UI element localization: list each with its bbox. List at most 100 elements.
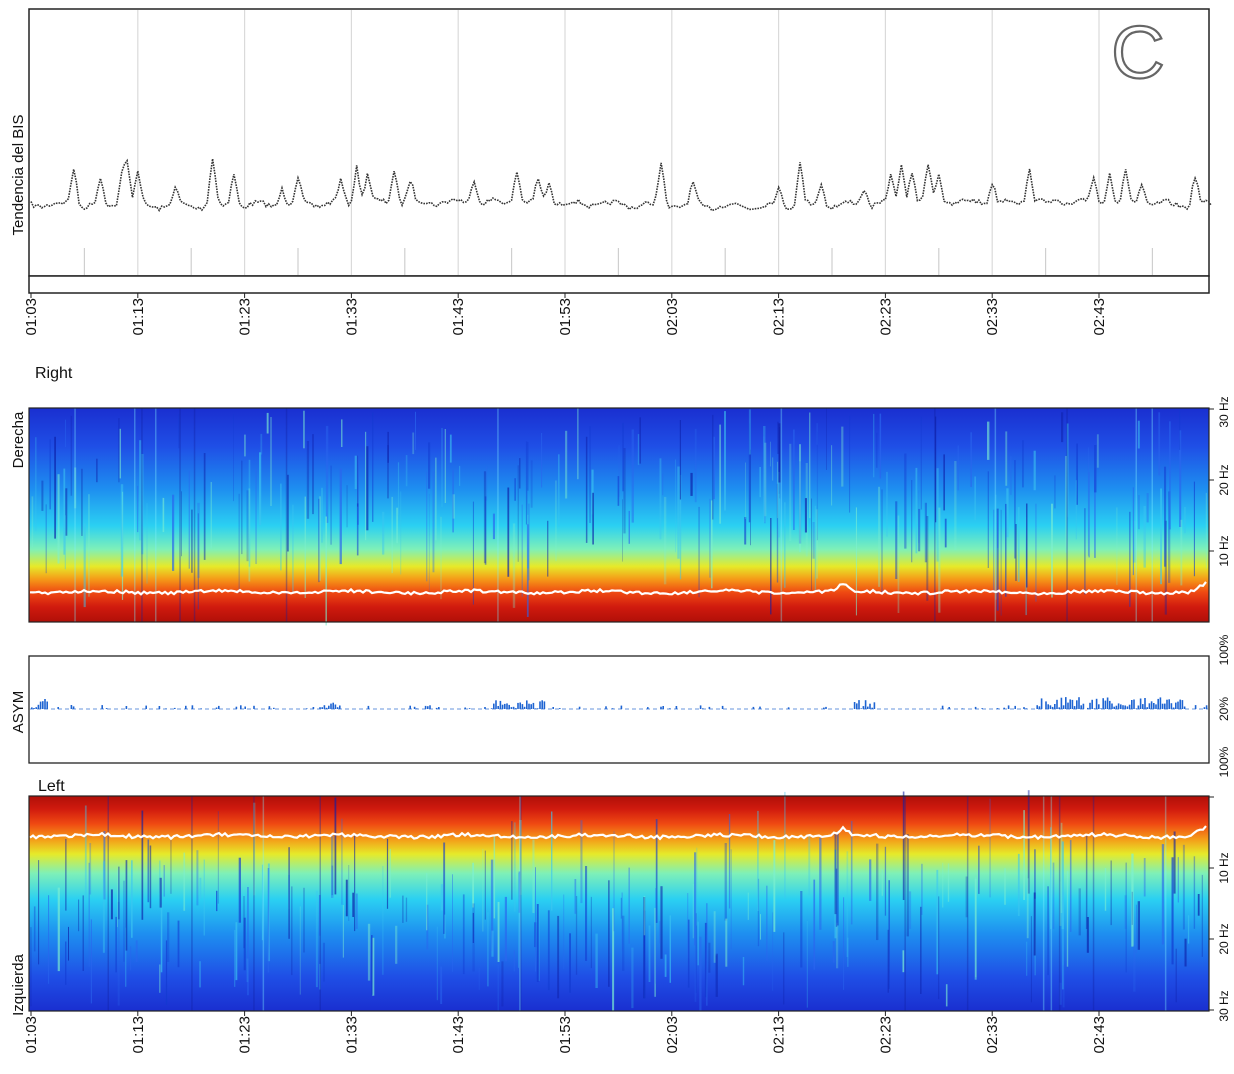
asymmetry-bar (1179, 699, 1181, 709)
spectrogram-streak (816, 423, 818, 445)
asymmetry-bar (1155, 704, 1157, 709)
spectrogram-streak (1094, 468, 1096, 558)
asymmetry-bar (1023, 707, 1025, 709)
left-spectrogram-panel: Left Izquierda 10 Hz 20 Hz 30 Hz 01:03 01… (10, 778, 1231, 1054)
spectrogram-streak (957, 445, 959, 491)
spectrogram-streak (763, 436, 765, 475)
spectrogram-streak (944, 518, 947, 548)
asymmetry-bar (512, 706, 515, 709)
spectrogram-streak (246, 490, 249, 562)
spectrogram-streak (484, 850, 486, 920)
spectrogram-streak (996, 508, 999, 611)
right-y-axis-label: Derecha (10, 411, 27, 468)
spectrogram-artifact (141, 408, 143, 622)
spectrogram-streak (538, 906, 540, 981)
spectrogram-streak (748, 423, 751, 523)
asymmetry-bar (39, 701, 42, 709)
spectrogram-streak (312, 434, 314, 515)
asymmetry-bar (1183, 706, 1186, 709)
asymmetry-bar (501, 704, 504, 709)
spectrogram-artifact (934, 408, 936, 622)
asymmetry-bar (519, 702, 521, 709)
asymmetry-bar (235, 706, 238, 709)
spectrogram-streak (709, 498, 711, 578)
spectrogram-streak (622, 499, 623, 562)
asymmetry-bar (464, 707, 466, 709)
spectrogram-streak (472, 903, 475, 972)
spectrogram-streak (270, 417, 272, 506)
spectrogram-streak (521, 504, 523, 597)
spectrogram-streak (117, 901, 120, 1006)
spectrogram-streak (405, 897, 408, 922)
asymmetry-bar (974, 706, 977, 709)
spectrogram-streak (876, 432, 878, 468)
spectrogram-streak (342, 905, 344, 958)
right-title: Right (35, 365, 73, 382)
asymmetry-bar (1194, 705, 1197, 709)
bis-y-axis-label: Tendencia del BIS (10, 115, 27, 236)
spectrogram-streak (238, 857, 241, 923)
spectrogram-streak (365, 431, 367, 541)
spectrogram-streak (855, 507, 857, 616)
spectrogram-streak (64, 515, 66, 570)
spectrogram-streak (234, 929, 236, 987)
spectrogram-streak (88, 494, 90, 597)
spectrogram-streak (835, 868, 838, 927)
spectrogram-streak (325, 516, 327, 626)
left-tick-20hz: 20 Hz (1217, 923, 1231, 954)
spectrogram-streak (162, 497, 165, 533)
spectrogram-streak (292, 504, 294, 593)
spectrogram-streak (535, 867, 536, 972)
spectrogram-streak (942, 862, 944, 908)
spectrogram-streak (577, 408, 579, 480)
asymmetry-bar (1082, 703, 1085, 709)
spectrogram-streak (70, 415, 73, 496)
spectrogram-streak (497, 964, 499, 1011)
spectrogram-streak (115, 916, 117, 973)
spectrogram-streak (315, 890, 318, 988)
asymmetry-bar (759, 706, 761, 709)
asym-tick-top: 100% (1217, 634, 1231, 665)
spectrogram-streak (748, 409, 751, 455)
spectrogram-streak (1061, 412, 1064, 443)
spectrogram-streak (354, 455, 357, 490)
spectrogram-streak (1137, 901, 1140, 950)
asymmetry-bar (323, 705, 326, 709)
time-tick-label: 01:33 (343, 1016, 360, 1054)
spectrogram-streak (532, 839, 535, 913)
spectrogram-streak (608, 880, 610, 987)
spectrogram-streak (452, 469, 454, 533)
asym-y-axis-label: ASYM (10, 691, 27, 734)
asymmetry-bar (1047, 704, 1049, 709)
spectrogram-streak (881, 489, 883, 594)
spectrogram-streak (592, 492, 594, 545)
spectrogram-streak (935, 416, 937, 523)
spectrogram-streak (501, 961, 504, 1007)
spectrogram-streak (897, 515, 900, 613)
asymmetry-bar (534, 708, 537, 709)
asymmetry-bar (867, 706, 869, 709)
spectrogram-streak (1060, 822, 1063, 913)
spectrogram-streak (541, 433, 543, 488)
spectrogram-streak (904, 453, 907, 549)
asymmetry-bar (1040, 698, 1043, 709)
spectrogram-streak (1160, 488, 1162, 585)
spectrogram-streak (920, 416, 922, 510)
spectrogram-streak (203, 453, 206, 560)
asymmetry-bar (1109, 700, 1111, 709)
spectrogram-streak (757, 810, 759, 911)
asymmetry-bar (1131, 700, 1133, 709)
spectrogram-streak (563, 894, 565, 969)
spectrogram-streak (695, 913, 697, 993)
spectrogram-streak (1059, 881, 1062, 926)
time-tick-label: 01:33 (343, 298, 360, 336)
asymmetry-bar (1102, 698, 1104, 709)
spectrogram-streak (799, 444, 801, 553)
spectrogram-streak (1050, 827, 1052, 930)
spectrogram-streak (1143, 858, 1146, 897)
spectrogram-streak (472, 862, 474, 908)
spectrogram-streak (757, 878, 760, 947)
asymmetry-panel: ASYM 100% 20% 100% (10, 634, 1231, 777)
asymmetry-bar (1058, 707, 1060, 709)
spectrogram-streak (356, 503, 359, 556)
